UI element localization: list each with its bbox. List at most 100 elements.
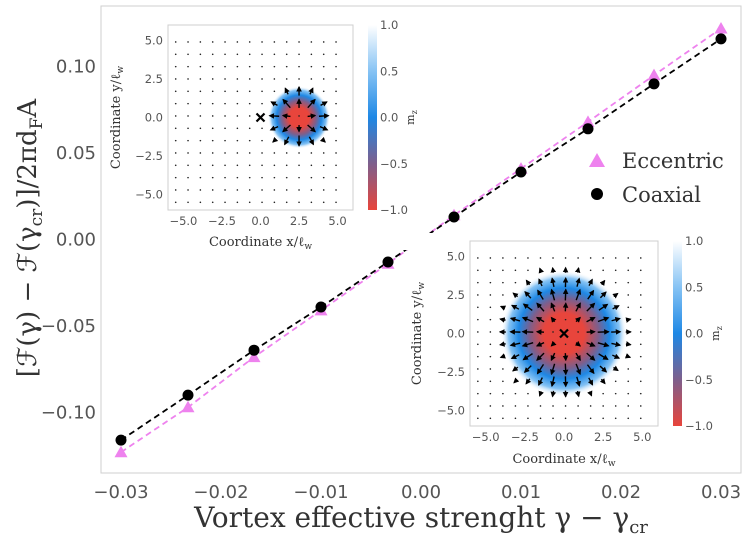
field-dot xyxy=(589,417,592,420)
field-dot xyxy=(224,65,226,68)
data-point-coaxial xyxy=(515,166,527,178)
field-dot xyxy=(224,176,226,179)
field-dot xyxy=(211,53,214,56)
field-arrow xyxy=(550,277,556,288)
field-arrow xyxy=(550,340,557,347)
field-dot xyxy=(502,269,504,272)
field-dot xyxy=(627,281,630,284)
field-dot xyxy=(248,90,251,93)
field-dot xyxy=(614,281,617,284)
field-dot xyxy=(514,405,517,407)
field-dot xyxy=(335,53,337,56)
field-dot xyxy=(335,164,337,167)
data-point-coaxial xyxy=(448,211,460,223)
field-dot xyxy=(174,41,177,43)
field-dot xyxy=(187,78,189,80)
field-arrow xyxy=(587,377,594,386)
field-arrow xyxy=(550,390,557,398)
x-tick-label: −0.01 xyxy=(293,482,348,503)
field-dot xyxy=(236,127,239,130)
field-dot xyxy=(199,201,202,204)
field-arrow xyxy=(537,289,544,300)
x-axis-label: Vortex effective strenght γ − γcr xyxy=(193,501,648,537)
field-dot xyxy=(489,417,492,420)
field-dot xyxy=(489,405,492,407)
field-dot xyxy=(174,164,177,167)
field-dot xyxy=(489,392,492,395)
field-dot xyxy=(211,164,214,167)
field-dot xyxy=(639,368,642,370)
field-dot xyxy=(335,139,337,142)
field-dot xyxy=(477,331,479,333)
field-dot xyxy=(552,417,554,420)
colorbar-tick-label: 0.0 xyxy=(380,111,398,125)
field-arrow xyxy=(575,316,581,323)
field-dot xyxy=(322,65,325,68)
field-dot xyxy=(502,281,504,284)
field-dot xyxy=(199,176,202,179)
field-dot xyxy=(310,201,313,204)
field-dot xyxy=(577,257,579,259)
field-arrow xyxy=(575,302,581,312)
field-arrow xyxy=(535,316,545,323)
field-dot xyxy=(187,176,189,179)
field-dot xyxy=(614,405,617,407)
field-dot xyxy=(514,417,517,420)
field-arrow xyxy=(319,125,329,131)
field-dot xyxy=(627,257,630,259)
field-dot xyxy=(614,257,617,259)
field-dot xyxy=(335,189,337,191)
inset-x-axis-label: Coordinate x/ℓw xyxy=(209,235,312,252)
field-arrow xyxy=(538,377,544,387)
field-dot xyxy=(285,65,288,68)
field-arrow xyxy=(587,390,593,397)
field-dot xyxy=(322,189,325,191)
field-arrow xyxy=(587,278,593,287)
field-dot xyxy=(489,318,492,321)
field-dot xyxy=(335,90,337,93)
data-point-coaxial xyxy=(382,256,394,268)
inset-x-tick-label: −5.0 xyxy=(472,430,500,444)
field-dot xyxy=(211,115,214,117)
field-dot xyxy=(310,189,313,191)
field-dot xyxy=(489,294,492,296)
field-arrow xyxy=(597,341,610,348)
field-dot xyxy=(322,41,325,43)
field-dot xyxy=(187,127,189,130)
field-arrow xyxy=(550,302,556,312)
field-dot xyxy=(236,53,239,56)
field-dot xyxy=(199,41,202,43)
y-tick-label: 0.00 xyxy=(56,230,96,251)
field-arrow xyxy=(550,363,556,376)
field-arrow xyxy=(270,101,278,107)
field-dot xyxy=(639,269,642,272)
y-tick-label: 0.10 xyxy=(56,57,96,78)
field-dot xyxy=(527,257,529,259)
field-arrow xyxy=(625,317,632,323)
field-dot xyxy=(322,78,325,80)
field-dot xyxy=(211,152,214,154)
field-arrow xyxy=(574,266,581,274)
field-dot xyxy=(502,294,504,296)
field-dot xyxy=(589,257,592,259)
field-dot xyxy=(236,78,239,80)
field-dot xyxy=(261,176,263,179)
series-line-eccentric xyxy=(120,27,722,453)
field-dot xyxy=(199,139,202,142)
field-dot xyxy=(514,281,517,284)
field-dot xyxy=(273,152,276,154)
field-arrow xyxy=(611,316,621,323)
field-dot xyxy=(577,331,579,333)
inset-x-tick-label: 5.0 xyxy=(633,430,651,444)
field-dot xyxy=(477,257,479,259)
field-arrow xyxy=(272,136,279,143)
field-dot xyxy=(211,102,214,105)
inset-coaxial: −5.0 −2.5 0.0 2.5 5.0 −5.0 −2.5 0.0 2.5 5.0 Coordi… xyxy=(408,233,728,469)
field-dot xyxy=(273,41,276,43)
y-axis-label: [ℱ(γ) − ℱ(γcr)]/2πdFA xyxy=(13,98,47,378)
data-point-eccentric xyxy=(181,400,195,413)
inset-y-tick-label: 0.0 xyxy=(447,327,465,341)
field-arrow xyxy=(525,378,532,385)
field-dot xyxy=(236,152,239,154)
field-dot xyxy=(298,41,300,43)
